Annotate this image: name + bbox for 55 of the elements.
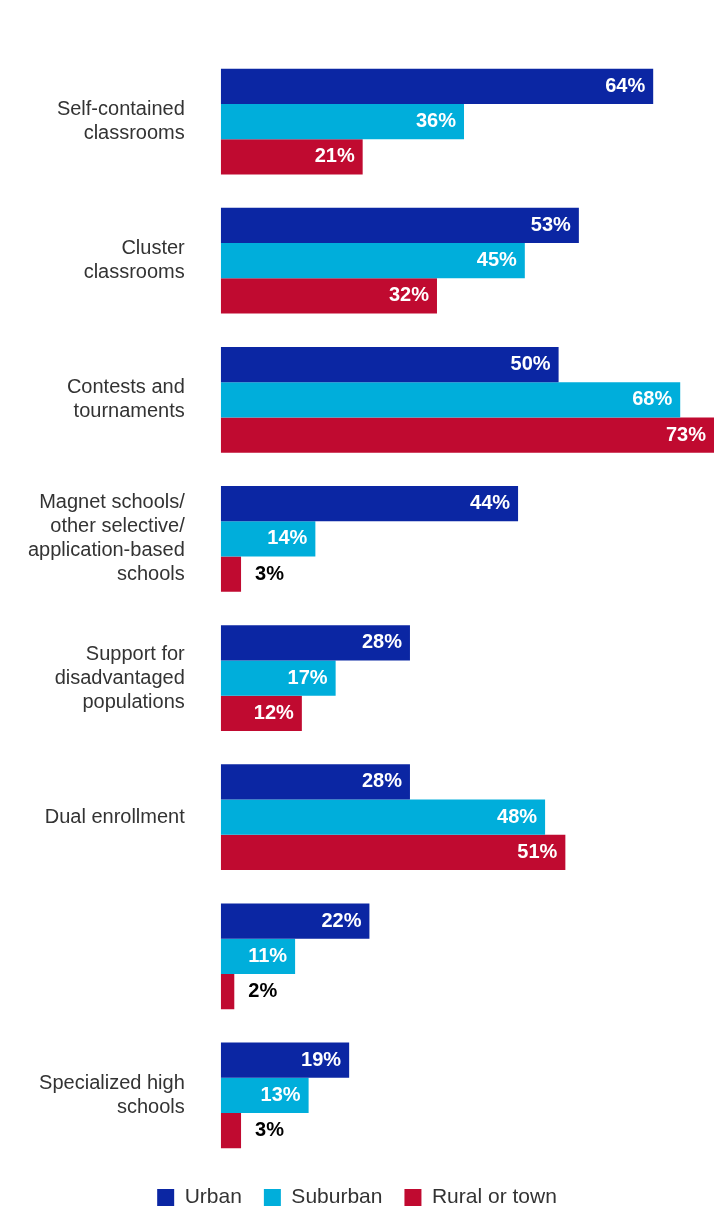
bar (220, 625, 410, 661)
bar (220, 243, 525, 279)
data-label: 14% (267, 526, 308, 549)
data-label: 11% (248, 943, 288, 966)
bar (220, 799, 546, 835)
bar (220, 207, 579, 244)
y-tick-label: Specialized high schools (39, 1070, 185, 1117)
data-label: 44% (470, 491, 511, 514)
bar (220, 660, 336, 696)
data-label: 22% (321, 908, 362, 931)
bar (220, 1113, 242, 1149)
bar (220, 68, 654, 104)
data-label: 51% (517, 839, 558, 862)
y-tick-label: Support for disadvantaged populations (54, 641, 186, 712)
data-label: 19% (301, 1047, 342, 1070)
bar (220, 382, 681, 418)
bar (220, 764, 410, 800)
bar (220, 521, 316, 557)
data-label: 53% (530, 212, 572, 235)
bar (220, 346, 559, 383)
y-tick-label: Self-contained classrooms (56, 97, 185, 144)
data-label: 50% (510, 352, 551, 375)
bar (220, 973, 235, 1010)
data-label: 17% (287, 665, 328, 688)
data-label: 73% (665, 422, 707, 445)
legend-label: Urban (184, 1184, 242, 1208)
bar (220, 139, 363, 175)
data-label: 32% (388, 283, 430, 306)
data-label: 45% (476, 248, 518, 271)
data-label: 12% (253, 700, 295, 723)
bar (220, 486, 519, 522)
y-tick-label: Magnet schools/ other selective/ application-based schools (28, 490, 186, 585)
bar (220, 834, 566, 871)
data-label: 3% (255, 1118, 285, 1141)
y-tick-label: Contests and tournaments (66, 375, 185, 422)
data-label: 48% (497, 804, 538, 827)
bar (220, 103, 465, 140)
bar (220, 278, 437, 314)
data-label: 28% (361, 630, 403, 653)
bar (220, 556, 242, 592)
data-label: 64% (605, 73, 646, 96)
data-label: 36% (415, 109, 457, 132)
y-tick-label: Cluster classrooms (83, 236, 186, 283)
data-label: 21% (314, 144, 355, 167)
data-label: 28% (361, 769, 403, 792)
legend-label: Suburban (291, 1184, 383, 1208)
y-tick-label: Dual enrollment (44, 804, 186, 827)
data-label: 2% (248, 979, 278, 1002)
bar (220, 1042, 350, 1078)
data-label: 3% (255, 561, 285, 584)
legend-label: Rural or town (431, 1184, 557, 1208)
data-label: 13% (260, 1082, 301, 1105)
data-label: 68% (632, 387, 673, 410)
bar (220, 903, 370, 939)
bar (220, 417, 714, 453)
